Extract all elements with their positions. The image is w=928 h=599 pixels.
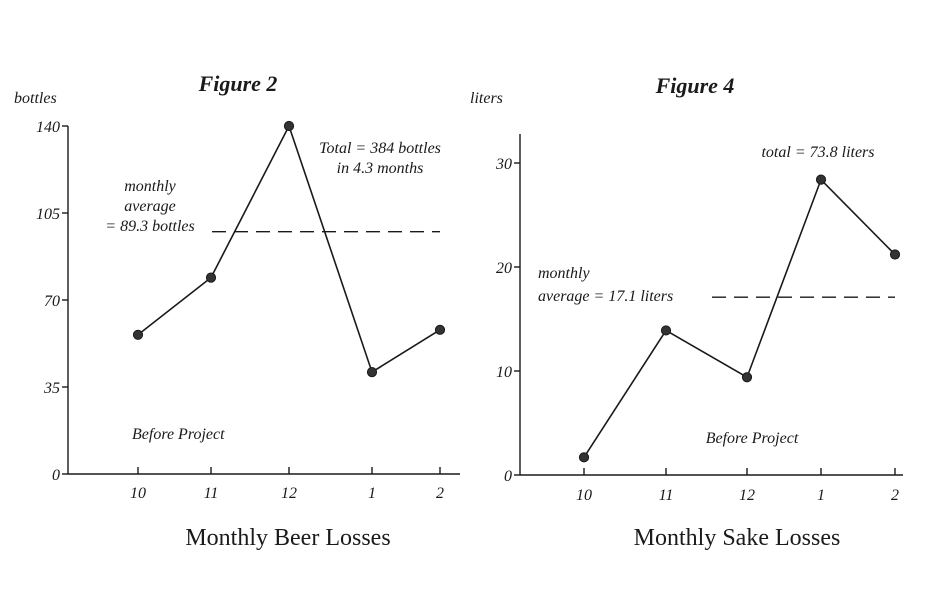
chart-title: Figure 4 <box>655 73 735 98</box>
x-tick-label: 1 <box>368 485 376 502</box>
average-label: average = 17.1 liters <box>538 288 673 305</box>
before-project-label: Before Project <box>132 426 225 443</box>
data-point <box>741 372 753 383</box>
average-label: monthly <box>124 178 176 195</box>
y-tick-label: 20 <box>496 260 512 277</box>
average-label: = 89.3 bottles <box>105 218 194 235</box>
beer-losses-chart: Figure 2 bottles Monthly Beer Losses 0 35 70 1… <box>14 71 460 551</box>
y-tick-label: 30 <box>495 156 512 173</box>
data-point <box>889 249 901 260</box>
y-tick-label: 35 <box>43 380 60 397</box>
data-point <box>660 325 672 336</box>
x-tick-label: 12 <box>281 485 297 502</box>
x-tick-label: 12 <box>739 487 755 504</box>
data-point <box>283 120 295 132</box>
data-point <box>578 452 590 463</box>
y-axis-label: bottles <box>14 90 57 107</box>
x-tick-label: 10 <box>130 485 146 502</box>
series-line <box>583 178 896 458</box>
average-label: monthly <box>538 265 590 282</box>
y-tick-label: 140 <box>36 119 60 136</box>
before-project-label: Before Project <box>706 430 799 447</box>
x-tick-label: 10 <box>576 487 592 504</box>
x-tick-label: 2 <box>436 485 444 502</box>
x-axis-label: Monthly Sake Losses <box>634 525 841 551</box>
y-axis-label: liters <box>470 90 503 107</box>
total-annotation: total = 73.8 liters <box>761 144 874 161</box>
x-tick-label: 2 <box>891 487 899 504</box>
average-label: average <box>124 198 176 215</box>
total-annotation: Total = 384 bottles <box>319 140 441 157</box>
total-annotation: in 4.3 months <box>337 160 424 177</box>
y-tick-label: 0 <box>52 467 60 484</box>
y-tick-label: 10 <box>496 364 512 381</box>
chart-title: Figure 2 <box>198 71 278 96</box>
x-tick-label: 11 <box>659 487 674 504</box>
data-point <box>132 329 144 340</box>
sake-losses-chart: Figure 4 liters Monthly Sake Losses 0 10 20 30… <box>470 73 903 551</box>
data-point <box>434 324 446 335</box>
data-point <box>366 366 378 378</box>
x-axis-label: Monthly Beer Losses <box>185 525 390 551</box>
y-tick-label: 105 <box>36 206 60 223</box>
y-tick-label: 70 <box>44 293 60 310</box>
x-tick-label: 11 <box>204 485 219 502</box>
data-point <box>815 174 827 185</box>
y-tick-label: 0 <box>504 468 512 485</box>
data-point <box>205 272 217 283</box>
x-tick-label: 1 <box>817 487 825 504</box>
